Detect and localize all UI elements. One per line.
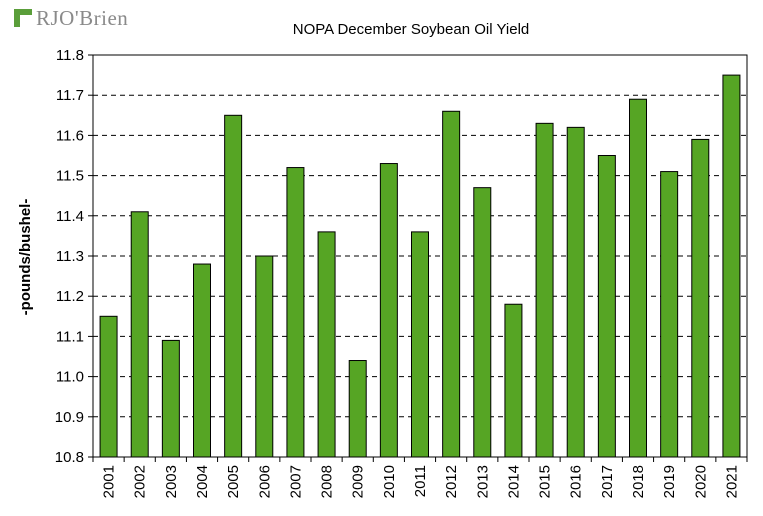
y-tick-label: 11.2 <box>56 288 84 305</box>
bar <box>504 303 523 458</box>
x-tick-label: 2016 <box>568 465 585 498</box>
x-tick-label: 2012 <box>443 465 460 498</box>
y-tick-label: 11.8 <box>56 47 84 64</box>
plot-area: 10.8 10.9 11.0 11.1 11.2 11.3 11.4 11.5 11.6 11.7… <box>55 47 748 498</box>
brand-name: RJO'Brien <box>36 6 129 30</box>
bar <box>286 167 305 458</box>
bar <box>566 126 585 458</box>
bar <box>130 211 149 458</box>
bar <box>161 339 180 458</box>
y-tick-label: 11.3 <box>56 248 84 265</box>
x-tick-label: 2021 <box>723 465 740 498</box>
bar <box>722 74 741 458</box>
logo-mark-icon <box>14 9 32 27</box>
bar <box>660 171 679 458</box>
chart-title: NOPA December Soybean Oil Yield <box>293 21 530 38</box>
x-tick-label: 2008 <box>319 465 336 498</box>
x-tick-label: 2001 <box>101 465 118 498</box>
bar <box>597 155 616 458</box>
bar <box>193 263 211 458</box>
y-tick-label: 11.4 <box>56 208 84 225</box>
bar <box>379 163 398 458</box>
x-tick-label: 2011 <box>412 465 429 497</box>
bar <box>224 114 243 458</box>
y-axis-label: -pounds/bushel- <box>17 199 34 316</box>
x-tick-label: 2020 <box>692 465 709 498</box>
x-tick-label: 2017 <box>599 465 616 498</box>
y-tick-label: 11.5 <box>56 168 84 185</box>
x-tick-label: 2002 <box>132 465 149 498</box>
x-tick-label: 2019 <box>661 465 678 498</box>
x-tick-label: 2007 <box>287 465 304 498</box>
bar <box>99 315 118 458</box>
x-tick-label: 2010 <box>381 465 398 498</box>
bar <box>348 360 367 458</box>
y-tick-label: 11.0 <box>56 369 84 386</box>
x-tick-label: 2013 <box>474 465 491 498</box>
x-tick-label: 2015 <box>537 465 554 498</box>
x-tick-label: 2018 <box>630 465 647 498</box>
x-tick-label: 2006 <box>256 465 273 498</box>
bar <box>473 187 492 458</box>
bar <box>691 138 710 458</box>
y-tick-label: 10.8 <box>55 449 84 466</box>
x-tick-label: 2004 <box>194 465 211 498</box>
bar <box>411 231 429 458</box>
plot-frame <box>92 54 748 458</box>
y-tick-label: 10.9 <box>55 409 84 426</box>
y-tick-label: 11.7 <box>56 87 84 104</box>
y-tick-label: 11.1 <box>56 328 84 345</box>
bar <box>629 98 647 458</box>
x-tick-label: 2003 <box>163 465 180 498</box>
bar <box>317 231 336 458</box>
x-tick-label: 2009 <box>350 465 367 498</box>
x-tick-label: 2005 <box>225 465 242 498</box>
y-tick-label: 11.6 <box>56 127 84 144</box>
brand-logo: RJO'Brien <box>14 6 164 36</box>
x-tick-label: 2014 <box>505 465 522 498</box>
bar <box>442 110 461 458</box>
bar <box>535 122 554 458</box>
bar <box>255 255 274 458</box>
